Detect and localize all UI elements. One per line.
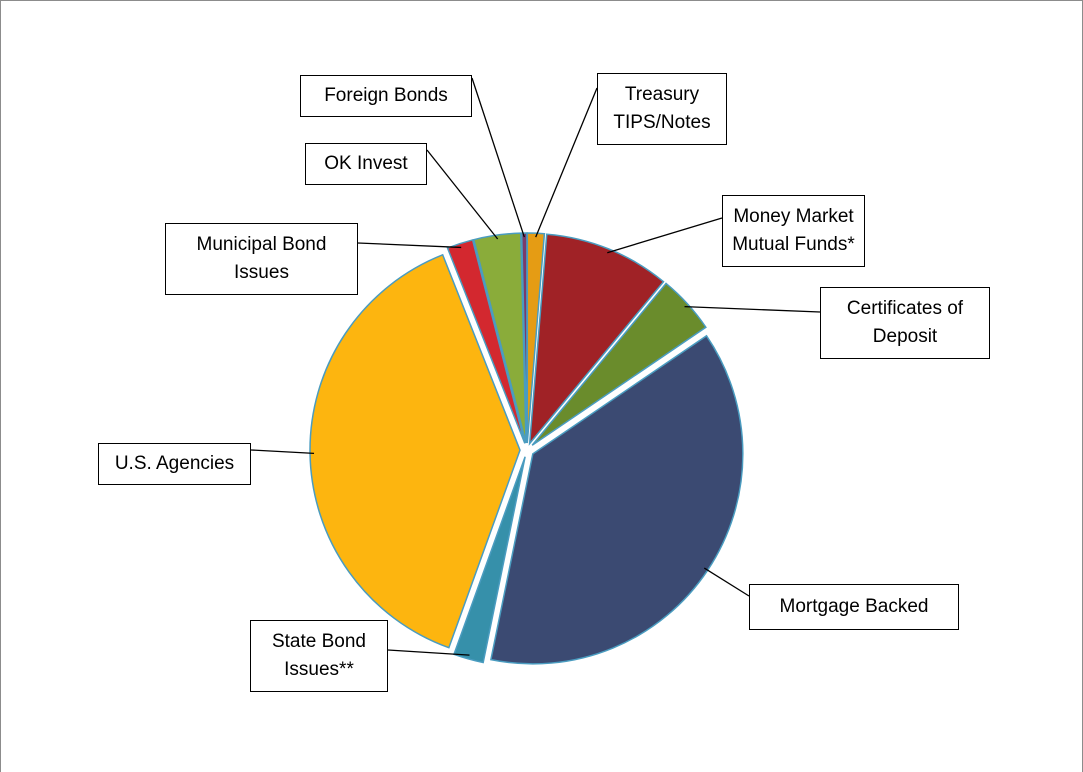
pie-slice — [531, 282, 707, 446]
data-label: Money Market Mutual Funds* — [722, 195, 865, 267]
leader-line — [607, 217, 723, 254]
data-label: OK Invest — [305, 143, 427, 185]
data-label: State Bond Issues** — [250, 620, 388, 692]
leader-line — [684, 305, 821, 313]
pie-slice — [520, 232, 528, 444]
pie-slice — [528, 233, 665, 446]
data-label: U.S. Agencies — [98, 443, 251, 485]
pie-slice — [472, 232, 527, 444]
leader-line — [535, 87, 598, 238]
leader-line — [471, 77, 525, 238]
data-label: Foreign Bonds — [300, 75, 472, 117]
leader-line — [426, 149, 499, 240]
leader-line — [250, 449, 315, 454]
data-label: Municipal Bond Issues — [165, 223, 358, 295]
leader-line — [357, 242, 462, 249]
data-label: Mortgage Backed — [749, 584, 959, 630]
data-label: Treasury TIPS/Notes — [597, 73, 727, 145]
data-label: Certificates of Deposit — [820, 287, 990, 359]
leader-line — [387, 649, 470, 656]
pie-slice — [446, 239, 526, 444]
leader-line — [703, 567, 750, 597]
